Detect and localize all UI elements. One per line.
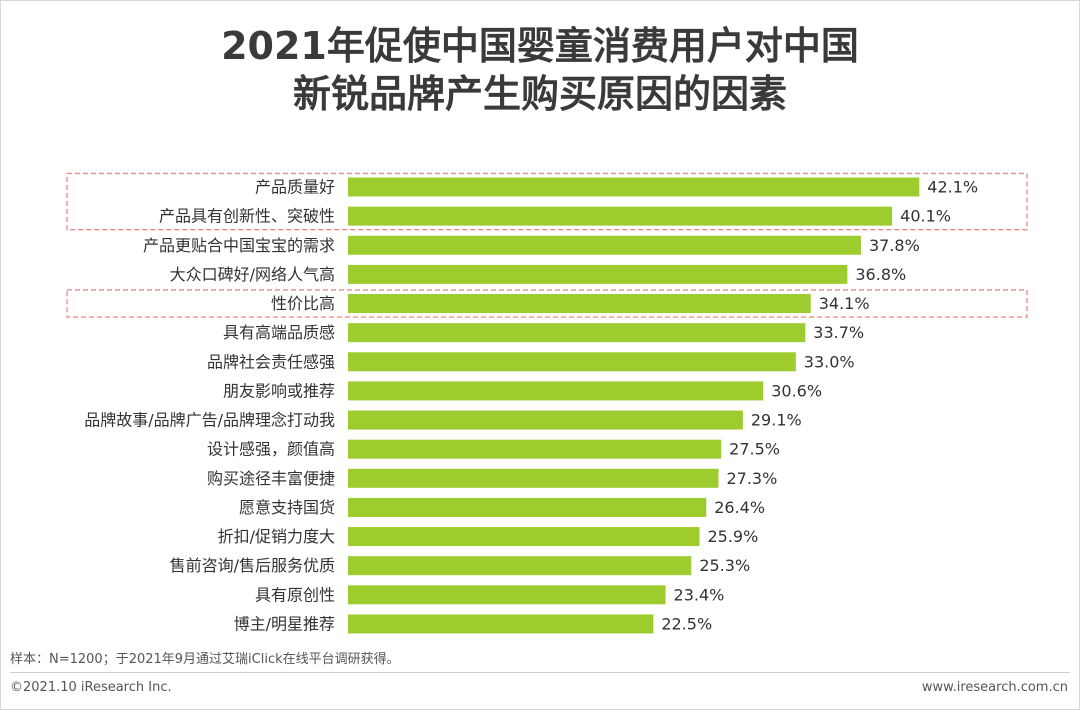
bar — [348, 468, 719, 488]
highlight-box-1 — [66, 289, 1028, 318]
category-label: 产品更贴合中国宝宝的需求 — [143, 236, 335, 255]
bar — [348, 323, 806, 343]
highlight-box-0 — [66, 172, 1028, 231]
bar — [348, 352, 796, 372]
category-label: 产品质量好 — [255, 178, 335, 197]
bar — [348, 264, 848, 284]
value-label: 30.6% — [771, 381, 822, 400]
category-label: 购买途径丰富便捷 — [207, 469, 335, 488]
category-label: 设计感强，颜值高 — [207, 440, 335, 459]
category-label: 大众口碑好/网络人气高 — [170, 265, 335, 284]
category-label: 具有原创性 — [255, 585, 335, 604]
value-label: 34.1% — [819, 294, 870, 313]
bar — [348, 585, 666, 605]
website-link[interactable]: www.iresearch.com.cn — [921, 680, 1068, 695]
category-label: 愿意支持国货 — [239, 498, 335, 517]
category-label: 品牌故事/品牌广告/品牌理念打动我 — [84, 411, 335, 430]
category-label: 性价比高 — [271, 294, 335, 313]
value-label: 37.8% — [869, 236, 920, 255]
bar — [348, 294, 811, 314]
value-label: 42.1% — [927, 178, 978, 197]
bar — [348, 497, 707, 517]
category-label: 具有高端品质感 — [223, 323, 335, 342]
value-label: 29.1% — [751, 411, 802, 430]
bar — [348, 381, 764, 401]
bar — [348, 177, 920, 197]
bar — [348, 556, 692, 576]
category-label: 品牌社会责任感强 — [207, 352, 335, 371]
value-label: 40.1% — [900, 207, 951, 226]
category-label: 博主/明星推荐 — [234, 614, 335, 633]
bar — [348, 439, 722, 459]
bar — [348, 410, 743, 430]
bar-chart: 产品质量好 42.1% 产品具有创新性、突破性 40.1% 产品更贴合中国宝宝的需求 37… — [66, 172, 1028, 634]
value-label: 27.3% — [726, 469, 777, 488]
bar — [348, 614, 654, 634]
category-label: 折扣/促销力度大 — [218, 527, 335, 546]
value-label: 26.4% — [714, 498, 765, 517]
value-label: 36.8% — [855, 265, 906, 284]
category-label: 产品具有创新性、突破性 — [159, 207, 335, 226]
sample-note: 样本：N=1200；于2021年9月通过艾瑞iClick在线平台调研获得。 — [10, 652, 400, 667]
category-label: 售前咨询/售后服务优质 — [170, 556, 335, 575]
chart-title: 2021年促使中国婴童消费用户对中国 新锐品牌产生购买原因的因素 — [0, 22, 1080, 118]
bar — [348, 527, 700, 547]
value-label: 33.7% — [813, 323, 864, 342]
chart-title-line2: 新锐品牌产生购买原因的因素 — [292, 72, 787, 116]
value-label: 33.0% — [804, 352, 855, 371]
bar — [348, 206, 893, 226]
copyright-text: ©2021.10 iResearch Inc. — [10, 680, 172, 695]
value-label: 25.3% — [699, 556, 750, 575]
chart-title-line1: 2021年促使中国婴童消费用户对中国 — [221, 24, 859, 68]
value-label: 23.4% — [674, 585, 725, 604]
bar — [348, 235, 861, 255]
category-label: 朋友影响或推荐 — [223, 381, 335, 400]
value-label: 25.9% — [707, 527, 758, 546]
value-label: 22.5% — [661, 614, 712, 633]
value-label: 27.5% — [729, 440, 780, 459]
footer-divider — [10, 672, 1070, 673]
